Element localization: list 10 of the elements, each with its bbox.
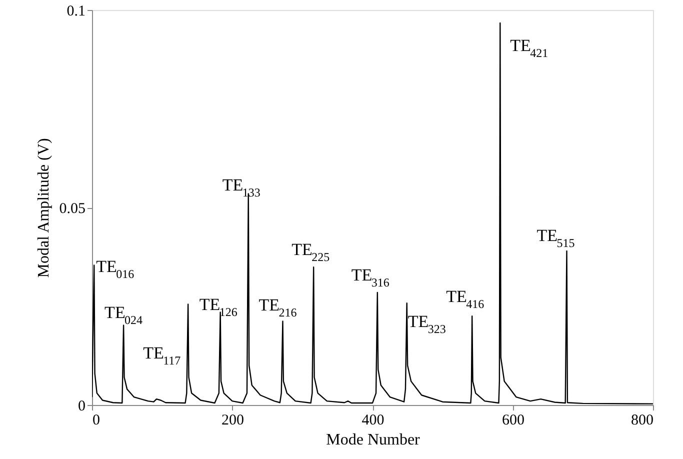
x-tick-label: 200 <box>222 412 244 428</box>
y-tick-label: 0.1 <box>66 4 86 20</box>
x-axis-title: Mode Number <box>326 432 421 448</box>
x-tick-label: 0 <box>92 412 100 428</box>
x-tick-label: 800 <box>631 412 654 428</box>
x-tick-label: 400 <box>362 412 384 428</box>
y-tick-label: 0 <box>78 398 86 414</box>
x-tick-label: 600 <box>502 412 524 428</box>
y-tick-label: 0.05 <box>59 201 86 217</box>
y-axis-title: Modal Amplitude (V) <box>35 138 52 278</box>
